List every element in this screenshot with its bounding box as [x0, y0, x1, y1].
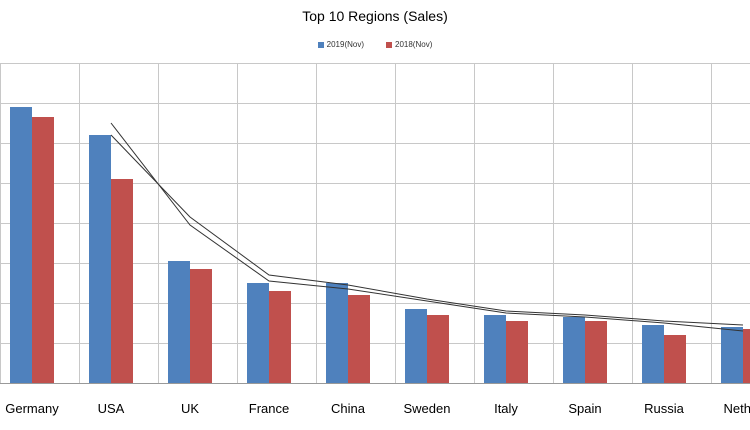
chart-title: Top 10 Regions (Sales): [302, 8, 448, 24]
bar-series-2: [664, 335, 686, 383]
x-tick-label: Russia: [644, 401, 685, 416]
legend-label-series-2: 2018(Nov): [395, 40, 433, 49]
bar-series-1: [405, 309, 427, 383]
x-tick-label: China: [331, 401, 366, 416]
x-tick-label: Germany: [5, 401, 59, 416]
legend: 2019(Nov) 2018(Nov): [0, 40, 750, 49]
bar-series-1: [10, 107, 32, 383]
bar-series-2: [348, 295, 370, 383]
x-tick-label: Sweden: [404, 401, 451, 416]
bar-series-1: [168, 261, 190, 383]
trendline-2: [110, 134, 744, 326]
x-tick-label: Nether: [723, 401, 750, 416]
x-tick-label: France: [249, 401, 289, 416]
legend-item-series-1: 2019(Nov): [317, 40, 364, 49]
legend-item-series-2: 2018(Nov): [386, 40, 432, 49]
x-tick-label: USA: [98, 401, 125, 416]
bar-series-2: [743, 329, 750, 383]
bar-series-2: [269, 291, 291, 383]
bar-series-1: [563, 317, 585, 383]
x-tick-label: UK: [181, 401, 199, 416]
bar-series-1: [721, 327, 743, 383]
bar-series-1: [642, 325, 664, 383]
bar-series-1: [247, 283, 269, 383]
legend-swatch-series-1: [317, 41, 324, 48]
bar-series-2: [190, 269, 212, 383]
bar-series-2: [506, 321, 528, 383]
x-tick-label: Italy: [494, 401, 518, 416]
bar-series-1: [326, 283, 348, 383]
legend-label-series-1: 2019(Nov): [326, 40, 364, 49]
bar-series-1: [89, 135, 111, 383]
legend-swatch-series-2: [386, 41, 392, 48]
x-tick-label: Spain: [568, 401, 601, 416]
bar-series-2: [585, 321, 607, 383]
bar-series-1: [484, 315, 506, 383]
bar-series-2: [427, 315, 449, 383]
trendline-1: [110, 122, 744, 332]
bar-series-2: [32, 117, 54, 383]
bar-series-2: [111, 179, 133, 383]
